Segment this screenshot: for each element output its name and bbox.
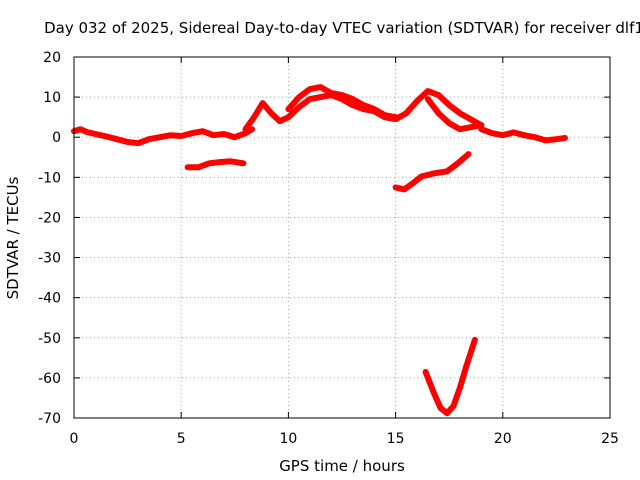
y-tick-label: 0 bbox=[52, 130, 61, 146]
series-tail-arc bbox=[478, 126, 568, 144]
series-negative-arc-2 bbox=[392, 151, 472, 193]
x-tick-label: 20 bbox=[494, 431, 512, 447]
x-tick-label: 10 bbox=[279, 431, 297, 447]
y-tick-label: -40 bbox=[38, 291, 61, 307]
chart-title: Day 032 of 2025, Sidereal Day-to-day VTE… bbox=[44, 19, 640, 37]
plot-frame bbox=[73, 56, 611, 419]
series-upper-arc-c bbox=[424, 96, 485, 133]
y-tick-label: -50 bbox=[38, 331, 61, 347]
axis-ticks: 0 5 10 15 20 25 20 10 0 -10 -20 -30 -40 -50 -60 -70 bbox=[38, 50, 619, 447]
x-tick-label: 15 bbox=[387, 431, 405, 447]
x-tick-label: 0 bbox=[70, 431, 79, 447]
y-tick-label: -60 bbox=[38, 371, 61, 387]
x-tick-label: 5 bbox=[177, 431, 186, 447]
y-tick-label: -30 bbox=[38, 251, 61, 267]
x-tick-label: 25 bbox=[601, 431, 619, 447]
series-upper-arc-a bbox=[242, 88, 485, 133]
y-tick-label: -20 bbox=[38, 210, 61, 226]
y-tick-label: -10 bbox=[38, 170, 61, 186]
series-main-arc bbox=[71, 126, 255, 147]
data-series bbox=[71, 84, 568, 417]
y-tick-label: -70 bbox=[38, 411, 61, 427]
series-negative-arc-1 bbox=[184, 158, 247, 171]
y-axis-label: SDTVAR / TECUs bbox=[4, 176, 22, 299]
series-dip-arc bbox=[422, 336, 478, 417]
series-upper-arc-b bbox=[285, 84, 399, 121]
x-axis-label: GPS time / hours bbox=[279, 457, 405, 475]
y-tick-label: 20 bbox=[43, 50, 61, 66]
y-tick-label: 10 bbox=[43, 90, 61, 106]
